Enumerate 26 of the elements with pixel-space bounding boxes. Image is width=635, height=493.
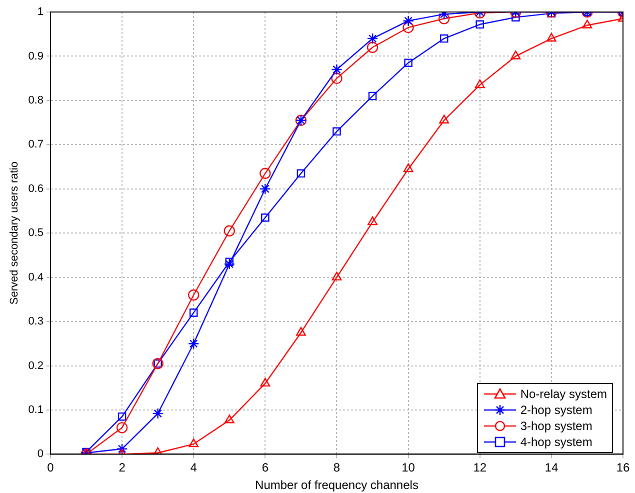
legend-label: 4-hop system bbox=[520, 434, 592, 450]
y-tick-label: 0.1 bbox=[28, 404, 44, 416]
x-tick-label: 12 bbox=[473, 460, 487, 475]
legend-label: 2-hop system bbox=[520, 402, 592, 418]
y-tick-label: 0.3 bbox=[28, 316, 44, 328]
y-tick-label: 0.6 bbox=[28, 182, 44, 195]
y-tick-label: 0.4 bbox=[28, 271, 44, 284]
x-tick-label: 16 bbox=[616, 460, 630, 475]
y-tick-label: 0.9 bbox=[28, 50, 44, 62]
y-tick-label: 0.2 bbox=[28, 360, 44, 372]
y-tick-label: 1 bbox=[37, 6, 44, 18]
x-tick-label: 10 bbox=[402, 460, 416, 475]
legend-label: No-relay system bbox=[520, 386, 607, 402]
x-tick-label: 2 bbox=[118, 460, 126, 475]
x-tick-label: 4 bbox=[190, 460, 198, 475]
x-tick-label: 6 bbox=[262, 460, 269, 475]
y-tick-label: 0.5 bbox=[28, 227, 44, 240]
y-tick-label: 0.8 bbox=[28, 94, 44, 106]
legend-label: 3-hop system bbox=[520, 418, 592, 434]
x-tick-label: 14 bbox=[544, 460, 558, 475]
y-axis-title: Served secondary users ratio bbox=[8, 162, 21, 305]
y-tick-label: 0 bbox=[37, 448, 44, 460]
x-tick-label: 0 bbox=[47, 460, 54, 475]
y-tick-label: 0.7 bbox=[28, 138, 44, 151]
x-axis-title: Number of frequency channels bbox=[255, 478, 418, 492]
x-tick-label: 8 bbox=[333, 460, 340, 475]
